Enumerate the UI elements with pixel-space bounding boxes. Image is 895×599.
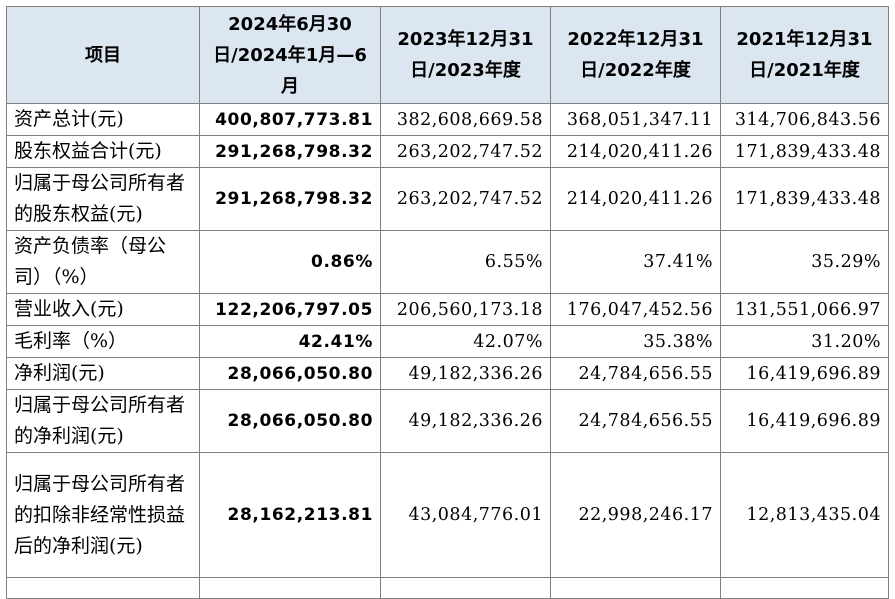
value-2023: 49,182,336.26 xyxy=(380,389,551,453)
row-label: 归属于母公司所有者的扣除非经常性损益后的净利润(元) xyxy=(6,452,200,578)
row-label: 营业收入(元) xyxy=(6,293,200,326)
table-row: 股东权益合计(元) 291,268,798.32 263,202,747.52 … xyxy=(6,135,889,168)
row-label: 资产负债率（母公司）（%） xyxy=(6,230,200,294)
table-row-partial xyxy=(6,577,889,599)
table-row: 资产总计(元) 400,807,773.81 382,608,669.58 36… xyxy=(6,103,889,136)
value-2023: 43,084,776.01 xyxy=(380,452,551,578)
value-2024h1: 400,807,773.81 xyxy=(199,103,381,136)
value-2021: 31.20% xyxy=(720,325,889,358)
header-item: 项目 xyxy=(6,6,200,104)
value-2023: 42.07% xyxy=(380,325,551,358)
value-2023: 206,560,173.18 xyxy=(380,293,551,326)
value-2024h1: 28,066,050.80 xyxy=(199,389,381,453)
value-2021: 131,551,066.97 xyxy=(720,293,889,326)
table-row: 毛利率（%） 42.41% 42.07% 35.38% 31.20% xyxy=(6,325,889,358)
value-2024h1: 28,066,050.80 xyxy=(199,357,381,390)
financial-summary-table: 项目 2024年6月30日/2024年1月—6月 2023年12月31日/202… xyxy=(6,6,889,599)
value-2022: 176,047,452.56 xyxy=(550,293,721,326)
value-2021: 16,419,696.89 xyxy=(720,389,889,453)
value-2023: 6.55% xyxy=(380,230,551,294)
table-row: 资产负债率（母公司）（%） 0.86% 6.55% 37.41% 35.29% xyxy=(6,230,889,294)
row-label: 归属于母公司所有者的净利润(元) xyxy=(6,389,200,453)
row-label: 归属于母公司所有者的股东权益(元) xyxy=(6,167,200,231)
table-header: 项目 2024年6月30日/2024年1月—6月 2023年12月31日/202… xyxy=(6,6,889,104)
value-2023: 263,202,747.52 xyxy=(380,135,551,168)
table-row: 归属于母公司所有者的股东权益(元) 291,268,798.32 263,202… xyxy=(6,167,889,231)
table-row: 归属于母公司所有者的净利润(元) 28,066,050.80 49,182,33… xyxy=(6,389,889,453)
table-row: 净利润(元) 28,066,050.80 49,182,336.26 24,78… xyxy=(6,357,889,390)
header-period-2023: 2023年12月31日/2023年度 xyxy=(380,6,551,104)
empty-cell xyxy=(199,577,381,599)
table-row: 营业收入(元) 122,206,797.05 206,560,173.18 17… xyxy=(6,293,889,326)
value-2024h1: 42.41% xyxy=(199,325,381,358)
value-2021: 12,813,435.04 xyxy=(720,452,889,578)
value-2023: 263,202,747.52 xyxy=(380,167,551,231)
empty-cell xyxy=(6,577,200,599)
table-row: 归属于母公司所有者的扣除非经常性损益后的净利润(元) 28,162,213.81… xyxy=(6,452,889,578)
value-2022: 214,020,411.26 xyxy=(550,135,721,168)
row-label: 净利润(元) xyxy=(6,357,200,390)
header-period-2024h1: 2024年6月30日/2024年1月—6月 xyxy=(199,6,381,104)
value-2023: 382,608,669.58 xyxy=(380,103,551,136)
header-row: 项目 2024年6月30日/2024年1月—6月 2023年12月31日/202… xyxy=(6,6,889,104)
value-2022: 37.41% xyxy=(550,230,721,294)
value-2022: 22,998,246.17 xyxy=(550,452,721,578)
row-label: 资产总计(元) xyxy=(6,103,200,136)
value-2021: 171,839,433.48 xyxy=(720,135,889,168)
value-2021: 35.29% xyxy=(720,230,889,294)
empty-cell xyxy=(550,577,721,599)
header-period-2021: 2021年12月31日/2021年度 xyxy=(720,6,889,104)
value-2022: 368,051,347.11 xyxy=(550,103,721,136)
value-2021: 171,839,433.48 xyxy=(720,167,889,231)
value-2024h1: 291,268,798.32 xyxy=(199,135,381,168)
value-2021: 16,419,696.89 xyxy=(720,357,889,390)
value-2022: 24,784,656.55 xyxy=(550,357,721,390)
table-body: 资产总计(元) 400,807,773.81 382,608,669.58 36… xyxy=(6,103,889,599)
value-2024h1: 122,206,797.05 xyxy=(199,293,381,326)
value-2022: 214,020,411.26 xyxy=(550,167,721,231)
row-label: 股东权益合计(元) xyxy=(6,135,200,168)
empty-cell xyxy=(380,577,551,599)
value-2022: 35.38% xyxy=(550,325,721,358)
value-2024h1: 0.86% xyxy=(199,230,381,294)
value-2023: 49,182,336.26 xyxy=(380,357,551,390)
value-2024h1: 291,268,798.32 xyxy=(199,167,381,231)
header-period-2022: 2022年12月31日/2022年度 xyxy=(550,6,721,104)
row-label: 毛利率（%） xyxy=(6,325,200,358)
value-2021: 314,706,843.56 xyxy=(720,103,889,136)
value-2022: 24,784,656.55 xyxy=(550,389,721,453)
value-2024h1: 28,162,213.81 xyxy=(199,452,381,578)
empty-cell xyxy=(720,577,889,599)
